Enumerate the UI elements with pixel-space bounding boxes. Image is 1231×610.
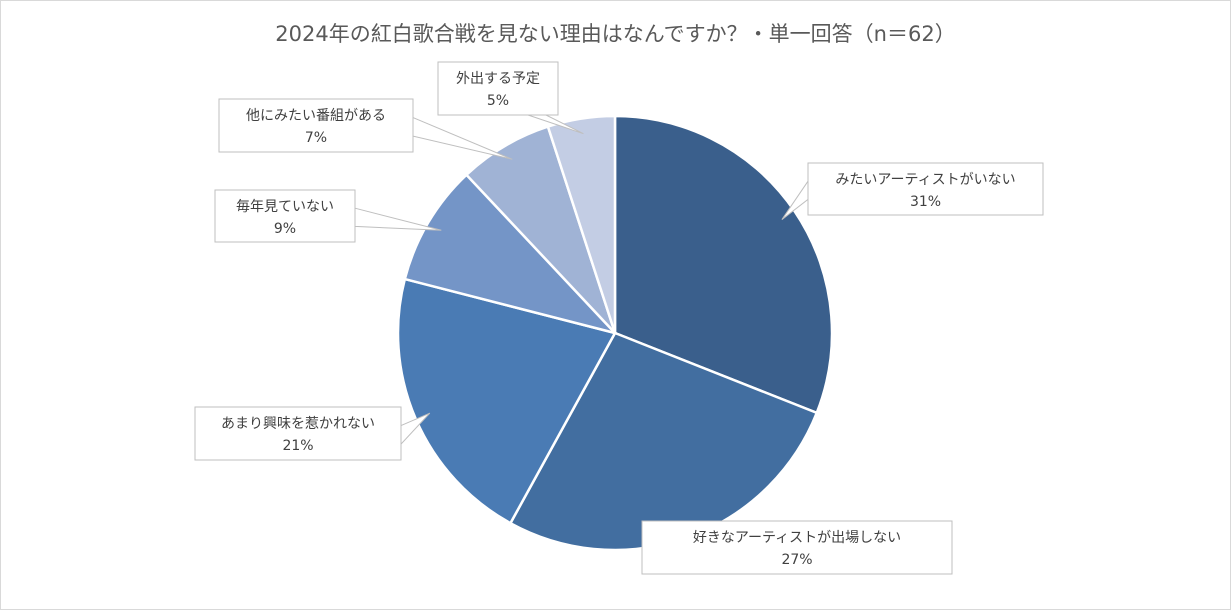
category-label: みたいアーティストがいない	[835, 172, 1015, 188]
value-label: 27%	[781, 552, 812, 568]
data-label-callout: 毎年見ていない 9%	[214, 189, 442, 243]
value-label: 5%	[487, 93, 509, 109]
callout-box-fill	[216, 191, 354, 241]
category-label: 好きなアーティストが出場しない	[693, 530, 901, 546]
callout-box-fill	[220, 100, 412, 151]
pie-slice	[546, 114, 617, 334]
callout-box-fill	[643, 522, 951, 573]
callout-pointer	[354, 207, 442, 231]
callout-box-fill	[439, 63, 557, 114]
pie-slice	[403, 173, 619, 336]
category-label: 毎年見ていない	[236, 199, 334, 215]
value-label: 9%	[274, 221, 296, 237]
callout-box-fill	[809, 164, 1042, 214]
callout-pointer	[412, 116, 513, 160]
pie-slice	[613, 114, 834, 415]
data-label-callout: みたいアーティストがいない 31%	[781, 162, 1044, 220]
value-label: 7%	[305, 130, 327, 146]
category-label: あまり興味を惹かれない	[221, 416, 375, 432]
category-label: 他にみたい番組がある	[246, 108, 386, 124]
chart-title: 2024年の紅白歌合戦を見ない理由はなんですか？・単一回答（n＝62）	[275, 22, 956, 46]
data-label-callout: 他にみたい番組がある 7%	[218, 98, 513, 160]
callout-box-fill	[196, 408, 400, 459]
category-label: 外出する予定	[456, 71, 540, 87]
value-label: 31%	[910, 194, 941, 210]
data-label-callout: 外出する予定 5%	[437, 61, 584, 135]
data-label-callout: あまり興味を惹かれない 21%	[194, 406, 431, 461]
value-label: 21%	[282, 438, 313, 454]
data-label-callout: 好きなアーティストが出場しない 27%	[641, 520, 953, 575]
